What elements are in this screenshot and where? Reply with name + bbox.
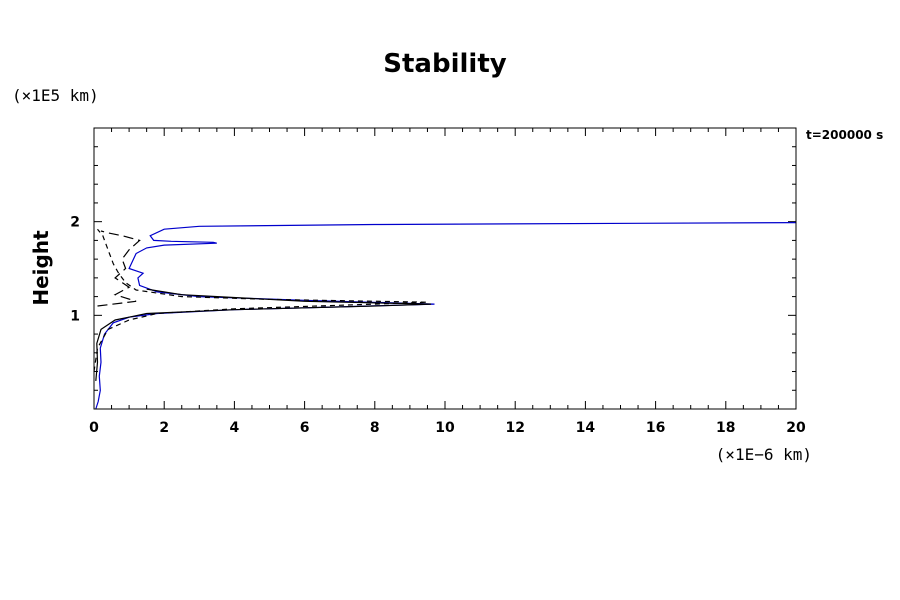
x-tick-label: 18 bbox=[716, 420, 735, 436]
x-tick-label: 0 bbox=[89, 420, 99, 436]
x-tick-label: 16 bbox=[646, 420, 665, 436]
x-tick-label: 2 bbox=[159, 420, 169, 436]
series-line-3 bbox=[93, 228, 428, 372]
x-tick-label: 10 bbox=[435, 420, 455, 436]
x-tick-label: 12 bbox=[505, 420, 524, 436]
y-scale-label: (×1E5 km) bbox=[12, 86, 99, 105]
axis-ticks bbox=[93, 127, 797, 410]
plot-frame bbox=[93, 127, 797, 410]
x-tick-label: 20 bbox=[786, 420, 806, 436]
series-line-4 bbox=[97, 230, 141, 307]
x-tick-label: 14 bbox=[576, 420, 596, 436]
y-axis-label: Height bbox=[29, 230, 53, 306]
x-scale-label: (×1E−6 km) bbox=[716, 445, 812, 464]
time-annotation: t=200000 s bbox=[806, 128, 883, 142]
y-tick-label: 1 bbox=[70, 308, 80, 324]
chart-title: Stability bbox=[383, 49, 506, 79]
series-line-2 bbox=[95, 288, 432, 381]
x-tick-label: 8 bbox=[370, 420, 380, 436]
x-tick-label: 4 bbox=[230, 420, 240, 436]
y-tick-label: 2 bbox=[70, 215, 80, 231]
series-lines bbox=[93, 222, 797, 410]
series-line-1 bbox=[95, 222, 797, 410]
x-tick-label: 6 bbox=[300, 420, 310, 436]
